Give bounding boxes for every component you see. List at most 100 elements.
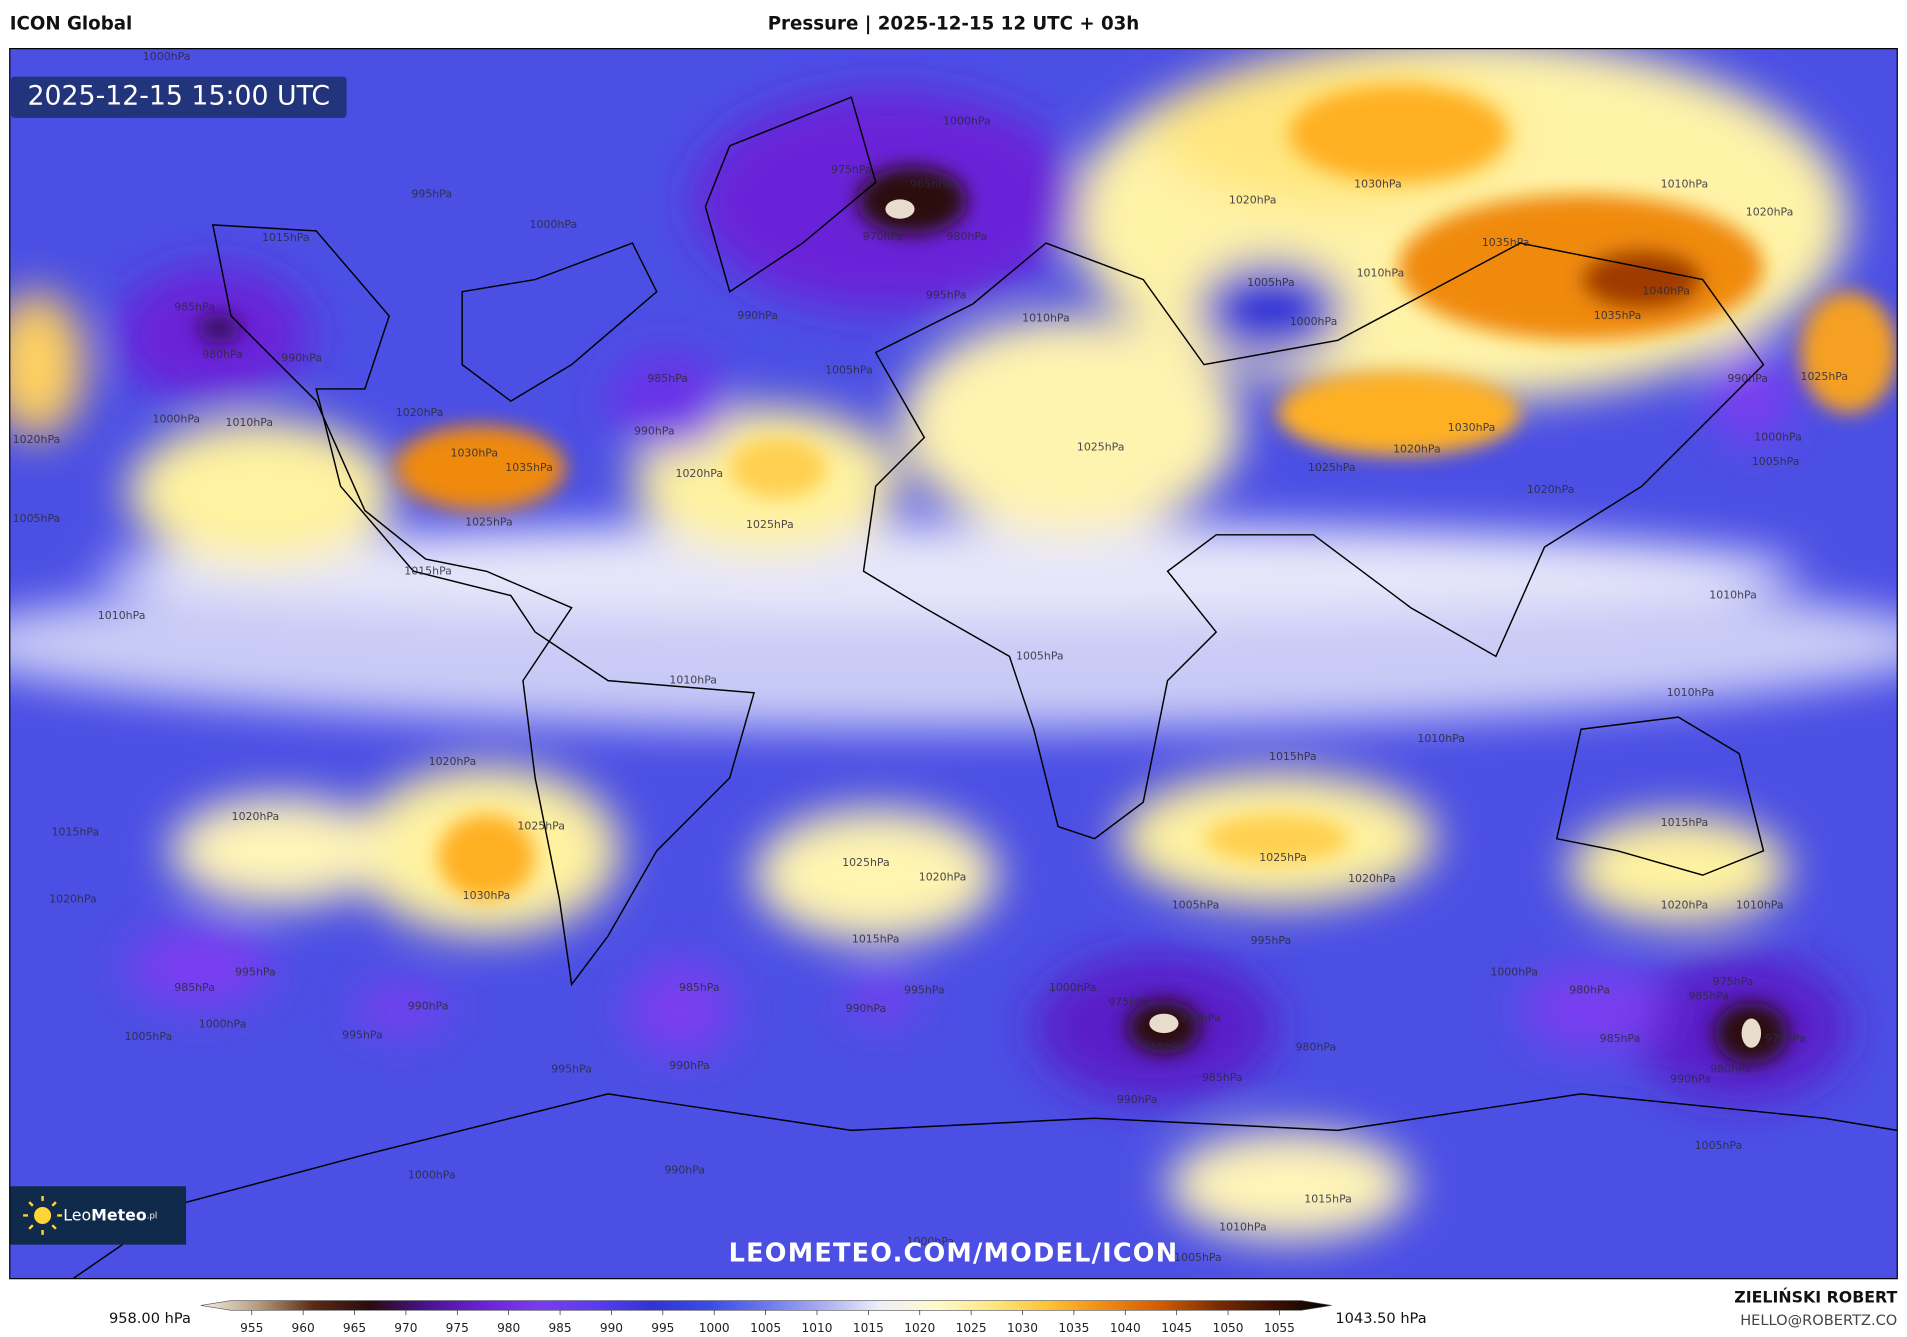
- isobar-label: 1015hPa: [1304, 1193, 1352, 1206]
- isobar-label: 1010hPa: [669, 674, 717, 687]
- isobar-label: 1030hPa: [463, 889, 511, 902]
- isobar-label: 1025hPa: [1259, 851, 1307, 864]
- isobar-label: 1020hPa: [1348, 872, 1396, 885]
- isobar-label: 1005hPa: [1016, 649, 1064, 662]
- isobar-label: 985hPa: [174, 301, 215, 314]
- isobar-label: 990hPa: [664, 1163, 705, 1176]
- isobar-label: 1025hPa: [1801, 370, 1849, 383]
- isobar-label: 1025hPa: [517, 820, 565, 833]
- colorbar-tick-label: 990: [600, 1321, 623, 1335]
- map-frame: [9, 48, 1898, 1280]
- isobar-label: 1015hPa: [1661, 816, 1709, 829]
- colorbar-tick-label: 1040: [1110, 1321, 1141, 1335]
- isobar-label: 1030hPa: [1354, 178, 1402, 191]
- isobar-label: 980hPa: [1710, 1063, 1751, 1076]
- colorbar-tick-label: 965: [343, 1321, 366, 1335]
- isobar-label: 1000hPa: [408, 1168, 456, 1181]
- isobar-label: 1010hPa: [98, 609, 146, 622]
- isobar-label: 1005hPa: [13, 512, 61, 525]
- isobar-label: 1000hPa: [1290, 315, 1338, 328]
- isobar-label: 1000hPa: [1490, 965, 1538, 978]
- isobar-label: 990hPa: [846, 1002, 887, 1015]
- isobar-label: 990hPa: [281, 352, 322, 365]
- colorbar-tick-label: 1035: [1058, 1321, 1089, 1335]
- isobar-label: 1000hPa: [143, 50, 191, 63]
- isobar-label: 970hPa: [1765, 1032, 1806, 1045]
- author-name: ZIELIŃSKI ROBERT: [1734, 1288, 1897, 1307]
- isobar-label: 1020hPa: [1527, 483, 1575, 496]
- isobar-label: 990hPa: [408, 999, 449, 1012]
- isobar-label: 985hPa: [1202, 1071, 1243, 1084]
- isobar-label: 1020hPa: [1661, 899, 1709, 912]
- isobar-label: 1015hPa: [52, 826, 100, 839]
- isobar-label: 1015hPa: [404, 564, 452, 577]
- isobar-label: 1000hPa: [1754, 431, 1802, 444]
- isobar-label: 1010hPa: [1417, 732, 1465, 745]
- colorbar-tick-label: 1045: [1161, 1321, 1192, 1335]
- isobar-label: 1000hPa: [907, 1235, 955, 1248]
- isobar-label: 985hPa: [1688, 990, 1729, 1003]
- colorbar-tick-label: 1020: [904, 1321, 935, 1335]
- isobar-label: 1020hPa: [429, 755, 477, 768]
- isobar-label: 1020hPa: [1746, 206, 1794, 219]
- author-email: HELLO@ROBERTZ.CO: [1740, 1312, 1897, 1329]
- colorbar-tick-label: 1055: [1264, 1321, 1295, 1335]
- colorbar-tick-label: 1010: [802, 1321, 833, 1335]
- timestamp: 2025-12-15 15:00 UTC: [28, 81, 331, 112]
- isobar-label: 1025hPa: [465, 516, 513, 529]
- isobar-label: 980hPa: [202, 348, 243, 361]
- isobar-label: 1035hPa: [505, 461, 553, 474]
- colorbar-tick-label: 960: [292, 1321, 315, 1335]
- logo-bold: Meteo: [91, 1205, 147, 1224]
- isobar-label: 1010hPa: [1667, 686, 1715, 699]
- isobar-label: 1000hPa: [1049, 981, 1097, 994]
- colorbar-tick-label: 985: [548, 1321, 571, 1335]
- isobar-label: 1000hPa: [943, 115, 991, 128]
- isobar-label: 1010hPa: [1022, 311, 1070, 324]
- watermark: LEOMETEO.COM/MODEL/ICON: [729, 1238, 1179, 1268]
- isobar-label: 1005hPa: [125, 1030, 173, 1043]
- isobar-label: 1015hPa: [852, 933, 900, 946]
- isobar-label: 1040hPa: [1642, 285, 1690, 298]
- logo-sun: [23, 1196, 63, 1235]
- map-title: Pressure | 2025-12-15 12 UTC + 03h: [768, 13, 1140, 34]
- isobar-label: 1035hPa: [1482, 236, 1530, 249]
- isobar-label: 1025hPa: [746, 518, 794, 531]
- isobar-label: 1010hPa: [1661, 178, 1709, 191]
- isobar-label: 1025hPa: [1077, 440, 1125, 453]
- isobar-label: 1035hPa: [1594, 309, 1642, 322]
- colorbar: 955 960 965 970 975 980 985 990 995 1000 1005 1010 1…: [200, 1300, 1332, 1335]
- isobar-label: 975hPa: [1713, 975, 1754, 988]
- isobar-label: 985hPa: [1600, 1032, 1641, 1045]
- isobar-label: 1005hPa: [1174, 1251, 1222, 1264]
- isobar-label: 995hPa: [235, 965, 276, 978]
- isobar-label: 1005hPa: [1752, 455, 1800, 468]
- isobar-label: 965hPa: [1144, 1041, 1185, 1054]
- colorbar-tick-label: 1050: [1213, 1321, 1244, 1335]
- isobar-label: 995hPa: [551, 1063, 592, 1076]
- model-name: ICON Global: [10, 13, 133, 34]
- isobar-label: 1025hPa: [1308, 461, 1356, 474]
- coastlines: [72, 96, 1898, 1279]
- colorbar-min: 958.00 hPa: [109, 1310, 191, 1327]
- isobar-label: 985hPa: [647, 372, 688, 385]
- isobar-label: 1020hPa: [13, 433, 61, 446]
- colorbar-tick-label: 955: [240, 1321, 263, 1335]
- isobar-label: 1020hPa: [676, 467, 724, 480]
- isobar-label: 965hPa: [910, 178, 951, 191]
- logo-light: Leo: [63, 1205, 91, 1224]
- colorbar-tick-label: 980: [497, 1321, 520, 1335]
- isobar-label: 1015hPa: [1269, 750, 1317, 763]
- colorbar-tick-label: 1000: [699, 1321, 730, 1335]
- isobar-label: 1015hPa: [262, 231, 310, 244]
- pressure-map: 1000hPa 1000hPa 975hPa 965hPa 970hPa 980hPa 99…: [9, 48, 1898, 1279]
- isobar-label: 990hPa: [634, 424, 675, 437]
- isobar-label: 990hPa: [1117, 1093, 1158, 1106]
- colorbar-tick-label: 1030: [1007, 1321, 1038, 1335]
- isobar-label: 980hPa: [1569, 984, 1610, 997]
- colorbar-max: 1043.50 hPa: [1335, 1310, 1426, 1327]
- isobar-label: 1000hPa: [153, 412, 201, 425]
- isobar-label: 1020hPa: [232, 810, 280, 823]
